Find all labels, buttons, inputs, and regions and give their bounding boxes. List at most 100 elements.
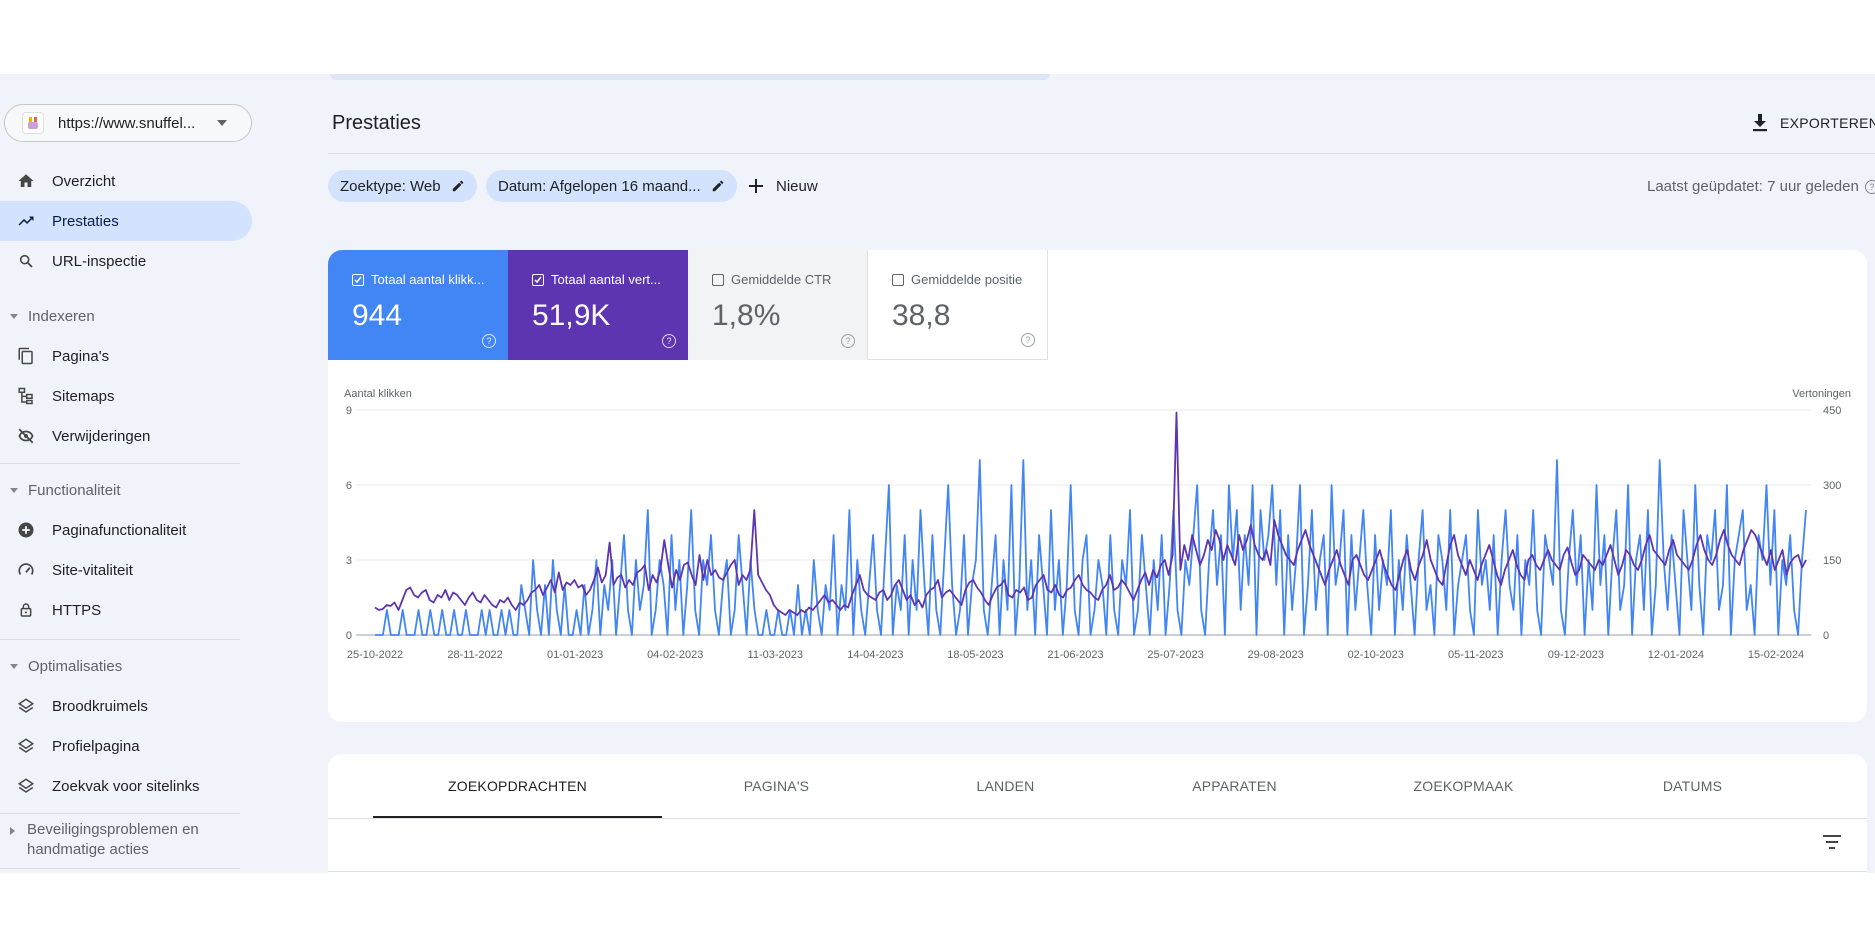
nav-label: URL-inspectie <box>52 252 147 270</box>
dimension-tabs-card: ZOEKOPDRACHTEN PAGINA'S LANDEN APPARATEN… <box>328 754 1867 873</box>
table-divider <box>328 871 1867 872</box>
new-filter-button[interactable]: Nieuw <box>748 172 818 200</box>
export-label: EXPORTEREN <box>1780 115 1875 131</box>
help-icon[interactable]: ? <box>482 334 496 348</box>
nav-item-prestaties[interactable]: Prestaties <box>0 201 252 241</box>
nav-label: Verwijderingen <box>52 427 151 445</box>
metric-ctr[interactable]: Gemiddelde CTR 1,8% ? <box>688 250 868 360</box>
x-tick-label: 29-08-2023 <box>1248 649 1304 661</box>
nav-item-profielpagina[interactable]: Profielpagina <box>0 726 252 766</box>
search-bar-remnant <box>330 74 1050 80</box>
checkbox-unchecked-icon[interactable] <box>892 273 904 286</box>
metric-value: 38,8 <box>892 299 951 332</box>
tab-zoekopdrachten[interactable]: ZOEKOPDRACHTEN <box>448 778 587 794</box>
nav-item-https[interactable]: HTTPS <box>0 590 252 630</box>
metric-label: Totaal aantal klikk... <box>371 272 485 287</box>
help-icon[interactable]: ? <box>841 334 855 348</box>
section-functionaliteit[interactable]: Functionaliteit <box>0 476 252 504</box>
nav-label: HTTPS <box>52 601 102 619</box>
layers-icon <box>16 776 36 796</box>
nav-item-paginafunctionaliteit[interactable]: Paginafunctionaliteit <box>0 510 252 550</box>
tab-paginas[interactable]: PAGINA'S <box>743 778 810 794</box>
new-filter-label: Nieuw <box>776 177 818 195</box>
tab-apparaten[interactable]: APPARATEN <box>1192 778 1277 794</box>
home-icon <box>16 171 36 191</box>
nav-item-zoekvak-sitelinks[interactable]: Zoekvak voor sitelinks <box>0 766 252 806</box>
x-tick-label: 18-05-2023 <box>947 649 1003 661</box>
y-right-tick-label: 300 <box>1823 480 1841 492</box>
chip-datum[interactable]: Datum: Afgelopen 16 maand... <box>486 170 737 202</box>
series-line-impressions <box>374 411 1807 616</box>
tab-zoekopmaak[interactable]: ZOEKOPMAAK <box>1413 778 1514 794</box>
y-right-tick-label: 150 <box>1823 555 1841 567</box>
x-tick-label: 12-01-2024 <box>1648 649 1704 661</box>
metric-impressions[interactable]: Totaal aantal vert... 51,9K ? <box>508 250 688 360</box>
nav-item-sitemaps[interactable]: Sitemaps <box>0 376 252 416</box>
nav-label: Broodkruimels <box>52 697 148 715</box>
nav-label: Overzicht <box>52 172 116 190</box>
x-tick-label: 15-02-2024 <box>1748 649 1804 661</box>
section-label: Indexeren <box>28 307 95 325</box>
download-icon <box>1753 114 1767 132</box>
y-left-tick-label: 0 <box>346 630 352 642</box>
section-indexeren[interactable]: Indexeren <box>0 302 252 330</box>
nav-item-overzicht[interactable]: Overzicht <box>0 161 252 201</box>
x-tick-label: 05-11-2023 <box>1448 649 1503 661</box>
x-tick-label: 21-06-2023 <box>1047 649 1103 661</box>
sidebar-divider <box>0 463 240 464</box>
help-icon[interactable]: ? <box>662 334 676 348</box>
property-selector[interactable]: https://www.snuffel... <box>4 104 252 142</box>
last-updated-text: Laatst geüpdatet: 7 uur geleden <box>1647 178 1859 195</box>
nav-label: Prestaties <box>52 212 119 230</box>
nav-label: Paginafunctionaliteit <box>52 521 187 539</box>
performance-chart[interactable]: 0 3 6 9 0 150 300 450 Aantal klikken Vertoningen 2… <box>328 250 1867 722</box>
edit-pencil-icon <box>711 179 725 193</box>
sitemap-icon <box>16 386 36 406</box>
section-optimalisaties[interactable]: Optimalisaties <box>0 652 252 680</box>
help-icon[interactable]: ? <box>1864 180 1875 195</box>
gauge-icon <box>16 560 36 580</box>
section-label: Beveiligingsproblemen en handmatige acti… <box>27 821 199 858</box>
metric-clicks[interactable]: Totaal aantal klikk... 944 ? <box>328 250 508 360</box>
lock-icon <box>16 600 36 620</box>
filter-rows-icon[interactable] <box>1822 834 1842 855</box>
property-url: https://www.snuffel... <box>58 114 196 132</box>
section-label: Functionaliteit <box>28 481 121 499</box>
x-tick-label: 25-07-2023 <box>1147 649 1203 661</box>
sidebar-divider <box>0 813 240 814</box>
nav-item-paginas[interactable]: Pagina's <box>0 336 252 376</box>
checkbox-checked-icon[interactable] <box>352 273 364 286</box>
caret-down-icon <box>217 120 227 126</box>
y-right-tick-label: 0 <box>1823 630 1829 642</box>
x-tick-label: 09-12-2023 <box>1548 649 1604 661</box>
search-icon <box>16 251 36 271</box>
y-left-axis-label: Aantal klikken <box>344 388 412 400</box>
nav-label: Zoekvak voor sitelinks <box>52 777 200 795</box>
checkbox-unchecked-icon[interactable] <box>712 273 724 286</box>
expand-icon <box>10 827 15 835</box>
help-icon[interactable]: ? <box>1021 333 1035 347</box>
pages-icon <box>16 346 36 366</box>
nav-item-verwijderingen[interactable]: Verwijderingen <box>0 416 252 456</box>
metric-label: Gemiddelde CTR <box>731 272 832 287</box>
y-right-tick-label: 450 <box>1823 405 1841 417</box>
x-tick-label: 25-10-2022 <box>347 649 403 661</box>
eye-off-icon <box>16 426 36 446</box>
tab-landen[interactable]: LANDEN <box>976 778 1035 794</box>
tabs-divider <box>328 818 1867 819</box>
edit-pencil-icon <box>451 179 465 193</box>
tab-datums[interactable]: DATUMS <box>1662 778 1723 794</box>
nav-item-broodkruimels[interactable]: Broodkruimels <box>0 686 252 726</box>
layers-icon <box>16 696 36 716</box>
collapse-icon <box>10 313 18 319</box>
nav-item-url-inspectie[interactable]: URL-inspectie <box>0 241 252 281</box>
y-left-tick-label: 3 <box>346 555 352 567</box>
nav-item-site-vitaliteit[interactable]: Site-vitaliteit <box>0 550 252 590</box>
checkbox-checked-icon[interactable] <box>532 273 544 286</box>
active-tab-indicator <box>373 816 662 818</box>
x-tick-label: 14-04-2023 <box>847 649 903 661</box>
section-beveiliging[interactable]: Beveiligingsproblemen en handmatige acti… <box>0 820 252 860</box>
chip-zoektype[interactable]: Zoektype: Web <box>328 170 477 202</box>
metric-position[interactable]: Gemiddelde positie 38,8 ? <box>868 250 1048 360</box>
export-button[interactable]: EXPORTEREN <box>1752 110 1875 136</box>
